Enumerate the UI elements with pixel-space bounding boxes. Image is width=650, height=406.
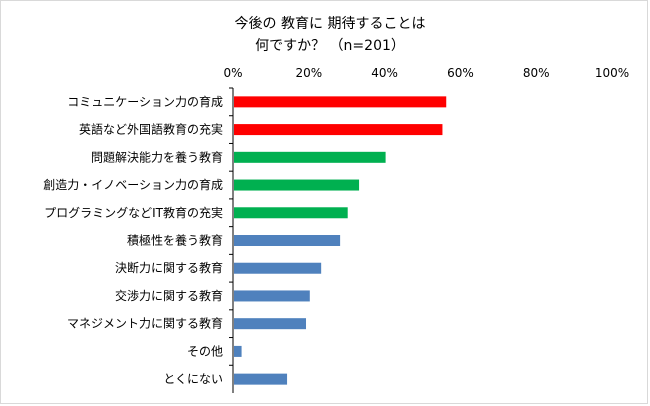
category-labels: コミュニケーション力の育成英語など外国語教育の充実問題解決能力を養う教育創造力・… bbox=[43, 87, 233, 386]
category-label: とくにない bbox=[163, 372, 223, 386]
bar bbox=[234, 179, 360, 191]
bar bbox=[234, 124, 443, 136]
category-label: 交渉力に関する教育 bbox=[115, 288, 223, 303]
category-label: 積極性を養う教育 bbox=[127, 233, 223, 248]
bar bbox=[234, 207, 348, 219]
x-tick-label: 40% bbox=[371, 66, 398, 80]
category-label: 問題解決能力を養う教育 bbox=[91, 149, 223, 164]
x-axis-ticks: 0% 20% 40% 60% 80% 100% bbox=[223, 66, 629, 80]
x-tick-label: 0% bbox=[223, 66, 242, 80]
category-label: 英語など外国語教育の充実 bbox=[79, 122, 223, 137]
category-label: マネジメント力に関する教育 bbox=[67, 316, 223, 331]
chart-title-line-1: 今後の 教育に 期待することは bbox=[235, 16, 426, 32]
x-tick-label: 80% bbox=[523, 66, 550, 80]
x-tick-label: 100% bbox=[595, 66, 629, 80]
category-label: その他 bbox=[187, 344, 223, 358]
bar bbox=[234, 96, 447, 108]
x-tick-label: 20% bbox=[295, 66, 322, 80]
chart-title-line-2: 何ですか？ （n=201） bbox=[255, 38, 405, 54]
category-label: 決断力に関する教育 bbox=[115, 260, 223, 275]
bar bbox=[234, 235, 341, 246]
bar bbox=[234, 318, 307, 330]
x-tick-label: 60% bbox=[447, 66, 474, 80]
bar bbox=[234, 262, 322, 274]
category-label: コミュニケーション力の育成 bbox=[67, 94, 223, 109]
bar bbox=[234, 345, 242, 357]
bars bbox=[234, 96, 447, 385]
category-label: 創造力・イノベーション力の育成 bbox=[43, 177, 223, 192]
bar bbox=[234, 151, 386, 163]
bar bbox=[234, 290, 310, 302]
category-label: プログラミングなどIT教育の充実 bbox=[44, 205, 223, 220]
bar bbox=[234, 373, 288, 385]
